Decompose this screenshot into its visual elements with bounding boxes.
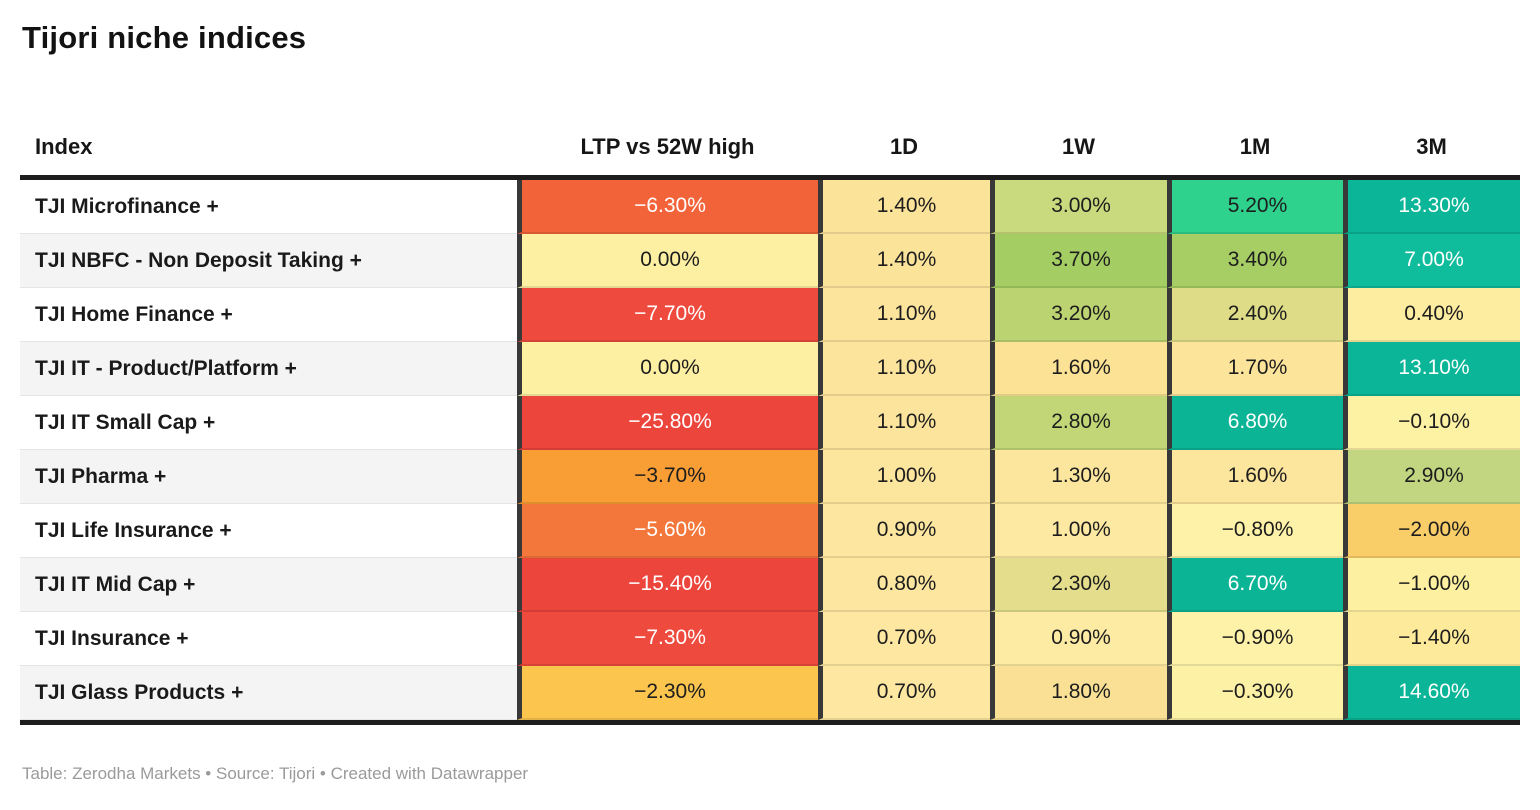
heatmap-value-cell: 3.20% [990, 288, 1167, 342]
heatmap-value-cell: 1.10% [818, 342, 990, 396]
heatmap-value-cell: 1.70% [1167, 342, 1343, 396]
heatmap-value-cell: −6.30% [517, 180, 818, 234]
column-header-3m: 3M [1416, 134, 1447, 159]
table-row: TJI Pharma + −3.70% 1.00% 1.30% 1.60% 2.90% [20, 450, 1520, 504]
heatmap-value-cell: −0.30% [1167, 666, 1343, 720]
index-name-cell[interactable]: TJI Glass Products + [20, 666, 517, 720]
heatmap-value-cell: 13.30% [1343, 180, 1520, 234]
column-header-index: Index [35, 134, 93, 159]
heatmap-value-cell: 13.10% [1343, 342, 1520, 396]
table-header-row: Index LTP vs 52W high 1D 1W 1M 3M [20, 118, 1520, 175]
index-name-cell[interactable]: TJI NBFC - Non Deposit Taking + [20, 234, 517, 288]
heatmap-value-cell: 6.70% [1167, 558, 1343, 612]
index-name-cell[interactable]: TJI Insurance + [20, 612, 517, 666]
heatmap-value-cell: 0.70% [818, 666, 990, 720]
heatmap-value-cell: −0.90% [1167, 612, 1343, 666]
heatmap-value-cell: −7.70% [517, 288, 818, 342]
table-row: TJI Microfinance + −6.30% 1.40% 3.00% 5.20% 1… [20, 180, 1520, 234]
heatmap-value-cell: 3.00% [990, 180, 1167, 234]
heatmap-value-cell: 1.60% [990, 342, 1167, 396]
table-row: TJI IT - Product/Platform +0.00% 1.10% 1.6… [20, 342, 1520, 396]
heatmap-value-cell: 0.70% [818, 612, 990, 666]
heatmap-value-cell: 0.90% [990, 612, 1167, 666]
index-name-cell[interactable]: TJI IT - Product/Platform + [20, 342, 517, 396]
heatmap-value-cell: −5.60% [517, 504, 818, 558]
heatmap-value-cell: 0.00% [517, 234, 818, 288]
heatmap-value-cell: 1.00% [818, 450, 990, 504]
heatmap-value-cell: −7.30% [517, 612, 818, 666]
heatmap-value-cell: −25.80% [517, 396, 818, 450]
heatmap-value-cell: 5.20% [1167, 180, 1343, 234]
heatmap-value-cell: 0.90% [818, 504, 990, 558]
table-row: TJI NBFC - Non Deposit Taking +0.00% 1.40… [20, 234, 1520, 288]
heatmap-value-cell: −15.40% [517, 558, 818, 612]
table-bottom-divider [20, 720, 1520, 725]
heatmap-value-cell: 2.30% [990, 558, 1167, 612]
column-header-1d: 1D [889, 134, 919, 159]
table-row: TJI Insurance + −7.30% 0.70% 0.90% −0.90% −1.… [20, 612, 1520, 666]
attribution-footer: Table: Zerodha Markets • Source: Tijori … [22, 764, 529, 783]
heatmap-value-cell: 14.60% [1343, 666, 1520, 720]
heatmap-value-cell: 0.40% [1343, 288, 1520, 342]
heatmap-value-cell: 3.70% [990, 234, 1167, 288]
heatmap-value-cell: −0.80% [1167, 504, 1343, 558]
column-header-ltp-vs-52w-high: LTP vs 52W high [580, 134, 755, 159]
heatmap-value-cell: 6.80% [1167, 396, 1343, 450]
heatmap-value-cell: −1.00% [1343, 558, 1520, 612]
page-title: Tijori niche indices [22, 20, 307, 55]
heatmap-value-cell: 0.80% [818, 558, 990, 612]
index-name-cell[interactable]: TJI Life Insurance + [20, 504, 517, 558]
index-name-cell[interactable]: TJI Pharma + [20, 450, 517, 504]
index-name-cell[interactable]: TJI IT Small Cap + [20, 396, 517, 450]
indices-table: Index LTP vs 52W high 1D 1W 1M 3M TJI Mi… [20, 118, 1520, 725]
heatmap-value-cell: −3.70% [517, 450, 818, 504]
heatmap-value-cell: −1.40% [1343, 612, 1520, 666]
heatmap-value-cell: −2.00% [1343, 504, 1520, 558]
table-row: TJI IT Small Cap + −25.80% 1.10% 2.80% 6.80%… [20, 396, 1520, 450]
column-header-1m: 1M [1239, 134, 1271, 159]
heatmap-value-cell: 7.00% [1343, 234, 1520, 288]
table-row: TJI Life Insurance + −5.60% 0.90% 1.00% −0.8… [20, 504, 1520, 558]
table-row: TJI Home Finance + −7.70% 1.10% 3.20% 2.40% 0… [20, 288, 1520, 342]
heatmap-value-cell: −0.10% [1343, 396, 1520, 450]
index-name-cell[interactable]: TJI Microfinance + [20, 180, 517, 234]
heatmap-value-cell: 1.80% [990, 666, 1167, 720]
table-body: TJI Microfinance + −6.30% 1.40% 3.00% 5.20% 1… [20, 180, 1520, 720]
heatmap-value-cell: 1.40% [818, 180, 990, 234]
header-divider [20, 175, 1520, 180]
table-row: TJI IT Mid Cap + −15.40% 0.80% 2.30% 6.70% −1… [20, 558, 1520, 612]
column-header-1w: 1W [1062, 134, 1095, 159]
heatmap-value-cell: 2.90% [1343, 450, 1520, 504]
heatmap-value-cell: 2.40% [1167, 288, 1343, 342]
heatmap-value-cell: 1.40% [818, 234, 990, 288]
heatmap-value-cell: 1.00% [990, 504, 1167, 558]
heatmap-value-cell: 2.80% [990, 396, 1167, 450]
heatmap-value-cell: 1.60% [1167, 450, 1343, 504]
heatmap-value-cell: 1.10% [818, 288, 990, 342]
heatmap-value-cell: 1.10% [818, 396, 990, 450]
heatmap-value-cell: 1.30% [990, 450, 1167, 504]
index-name-cell[interactable]: TJI Home Finance + [20, 288, 517, 342]
table-row: TJI Glass Products + −2.30% 0.70% 1.80% −0.3… [20, 666, 1520, 720]
heatmap-value-cell: −2.30% [517, 666, 818, 720]
heatmap-value-cell: 3.40% [1167, 234, 1343, 288]
heatmap-value-cell: 0.00% [517, 342, 818, 396]
index-name-cell[interactable]: TJI IT Mid Cap + [20, 558, 517, 612]
